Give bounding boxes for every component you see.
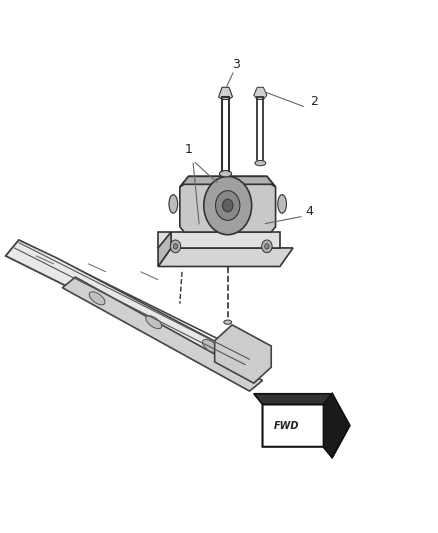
Ellipse shape: [224, 320, 232, 324]
Ellipse shape: [219, 171, 232, 177]
Circle shape: [173, 244, 178, 249]
Circle shape: [215, 191, 240, 220]
Polygon shape: [158, 232, 280, 248]
Polygon shape: [323, 394, 350, 457]
Polygon shape: [254, 87, 267, 100]
Polygon shape: [180, 176, 276, 232]
Polygon shape: [262, 394, 350, 457]
Polygon shape: [6, 240, 254, 373]
Ellipse shape: [202, 340, 218, 352]
Circle shape: [261, 240, 272, 253]
Polygon shape: [158, 248, 293, 266]
Text: 3: 3: [232, 58, 240, 71]
Circle shape: [170, 240, 181, 253]
Polygon shape: [254, 394, 332, 405]
Text: 1: 1: [184, 142, 192, 156]
Ellipse shape: [146, 316, 162, 329]
Circle shape: [223, 199, 233, 212]
Ellipse shape: [89, 292, 105, 305]
Ellipse shape: [278, 195, 286, 213]
Ellipse shape: [169, 195, 178, 213]
Polygon shape: [215, 325, 271, 383]
Text: 2: 2: [311, 95, 318, 108]
Polygon shape: [219, 87, 233, 100]
Ellipse shape: [255, 160, 266, 166]
Circle shape: [265, 244, 269, 249]
Circle shape: [204, 176, 252, 235]
Polygon shape: [158, 232, 171, 266]
Polygon shape: [62, 277, 262, 391]
Polygon shape: [180, 176, 276, 187]
Text: FWD: FWD: [274, 421, 299, 431]
Text: 4: 4: [305, 205, 313, 217]
